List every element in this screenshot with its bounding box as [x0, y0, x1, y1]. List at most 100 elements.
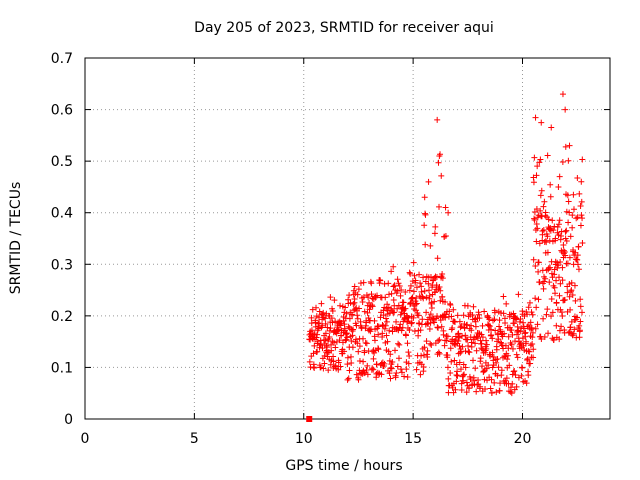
- data-point: [488, 389, 495, 396]
- data-point: [566, 293, 573, 300]
- data-point: [383, 318, 390, 325]
- data-point: [341, 348, 348, 355]
- data-point: [360, 335, 367, 342]
- data-point: [517, 315, 524, 322]
- data-point: [478, 340, 485, 347]
- data-point: [546, 279, 553, 286]
- data-point: [404, 340, 411, 347]
- data-point: [554, 264, 561, 271]
- data-point: [368, 291, 375, 298]
- data-point: [509, 345, 516, 352]
- data-point: [532, 295, 539, 302]
- data-point: [454, 312, 461, 319]
- data-point: [548, 313, 555, 320]
- data-point: [534, 225, 541, 232]
- data-point: [456, 318, 463, 325]
- data-point: [397, 311, 404, 318]
- data-point: [369, 348, 376, 355]
- data-point: [533, 304, 540, 311]
- data-point: [374, 292, 381, 299]
- data-point: [491, 309, 498, 316]
- data-point: [405, 318, 412, 325]
- data-point: [538, 119, 545, 126]
- data-point: [394, 287, 401, 294]
- data-point: [434, 313, 441, 320]
- data-point: [436, 350, 443, 357]
- data-point: [309, 306, 316, 313]
- data-point: [448, 358, 455, 365]
- data-point: [526, 299, 533, 306]
- x-axis-label: GPS time / hours: [285, 458, 402, 474]
- data-point: [527, 342, 534, 349]
- data-point: [315, 325, 322, 332]
- data-point: [529, 329, 536, 336]
- data-point: [532, 263, 539, 270]
- data-point: [564, 260, 571, 267]
- data-point: [421, 288, 428, 295]
- data-point: [483, 337, 490, 344]
- data-point: [381, 360, 388, 367]
- data-point: [560, 241, 567, 248]
- data-point: [356, 358, 363, 365]
- data-point: [398, 369, 405, 376]
- data-point: [571, 326, 578, 333]
- data-point: [353, 304, 360, 311]
- data-point: [431, 274, 438, 281]
- data-point: [406, 269, 413, 276]
- data-point: [464, 302, 471, 309]
- y-tick-label: 0: [64, 412, 73, 428]
- data-point: [559, 264, 566, 271]
- data-point: [470, 357, 477, 364]
- data-point: [538, 213, 545, 220]
- data-point: [370, 366, 377, 373]
- data-point: [342, 337, 349, 344]
- data-point: [349, 344, 356, 351]
- data-point: [539, 231, 546, 238]
- data-point: [466, 384, 473, 391]
- data-point: [481, 376, 488, 383]
- data-point: [431, 319, 438, 326]
- data-point: [525, 348, 532, 355]
- data-point: [508, 341, 515, 348]
- data-point: [466, 349, 473, 356]
- data-point: [395, 340, 402, 347]
- data-point: [316, 320, 323, 327]
- data-point: [506, 362, 513, 369]
- data-point: [308, 320, 315, 327]
- data-point: [439, 293, 446, 300]
- data-point: [578, 309, 585, 316]
- data-point: [498, 372, 505, 379]
- data-point: [447, 369, 454, 376]
- data-point: [486, 323, 493, 330]
- y-axis: 0 0.1 0.2 0.3 0.4 0.5 0.6 0.7: [51, 51, 610, 428]
- data-point: [507, 384, 514, 391]
- data-point: [563, 237, 570, 244]
- y-axis-label: SRMTID / TECUs: [8, 182, 24, 295]
- data-point: [487, 385, 494, 392]
- data-point: [381, 325, 388, 332]
- data-point: [570, 191, 577, 198]
- data-point: [574, 314, 581, 321]
- data-point: [549, 217, 556, 224]
- data-point: [442, 232, 449, 239]
- data-point: [444, 333, 451, 340]
- data-point: [380, 312, 387, 319]
- data-point: [360, 279, 367, 286]
- data-point: [420, 295, 427, 302]
- data-point: [442, 298, 449, 305]
- data-point: [432, 289, 439, 296]
- data-point: [479, 334, 486, 341]
- data-point: [460, 361, 467, 368]
- data-point: [410, 314, 417, 321]
- data-point: [494, 372, 501, 379]
- data-point: [383, 332, 390, 339]
- data-point: [544, 233, 551, 240]
- data-point: [377, 314, 384, 321]
- data-point: [540, 227, 547, 234]
- data-point: [500, 354, 506, 361]
- data-point: [496, 387, 503, 394]
- data-point: [458, 387, 465, 394]
- data-point: [505, 345, 512, 352]
- data-point: [347, 353, 354, 360]
- data-point: [404, 373, 411, 380]
